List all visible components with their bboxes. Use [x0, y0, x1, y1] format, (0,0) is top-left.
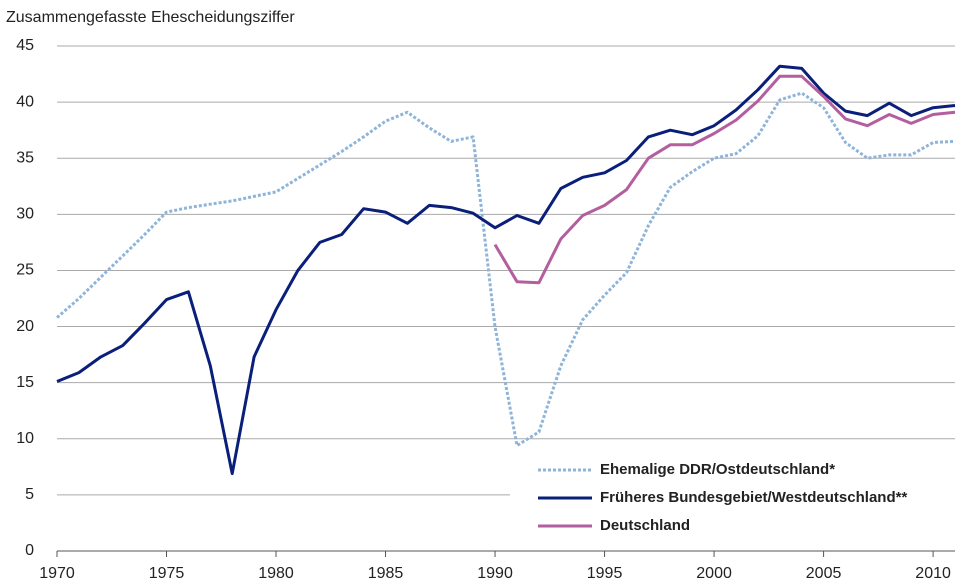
x-tick-label: 2005 [806, 565, 842, 582]
y-tick-label: 25 [16, 262, 34, 279]
y-tick-label: 0 [25, 542, 34, 559]
y-tick-label: 45 [16, 37, 34, 54]
y-tick-label: 15 [16, 374, 34, 391]
y-tick-label: 35 [16, 149, 34, 166]
series-line [56, 91, 956, 447]
x-tick-label: 1970 [39, 565, 75, 582]
legend-label: Ehemalige DDR/Ostdeutschland* [600, 461, 835, 478]
legend-label: Früheres Bundesgebiet/Westdeutschland** [600, 489, 907, 506]
x-tick-label: 1995 [587, 565, 623, 582]
x-tick-label: 1975 [149, 565, 185, 582]
y-tick-label: 20 [16, 318, 34, 335]
x-tick-label: 1980 [258, 565, 294, 582]
series-line [56, 64, 956, 476]
x-tick-label: 2010 [915, 565, 951, 582]
y-tick-label: 10 [16, 430, 34, 447]
x-tick-label: 2000 [696, 565, 732, 582]
x-tick-label: 1990 [477, 565, 513, 582]
y-tick-label: 5 [25, 486, 34, 503]
y-tick-label: 30 [16, 206, 34, 223]
legend-label: Deutschland [600, 517, 690, 534]
series-line [493, 74, 956, 285]
y-axis-label: Zusammengefasste Ehescheidungsziffer [6, 9, 295, 26]
y-tick-label: 40 [16, 93, 34, 110]
x-tick-label: 1985 [368, 565, 404, 582]
